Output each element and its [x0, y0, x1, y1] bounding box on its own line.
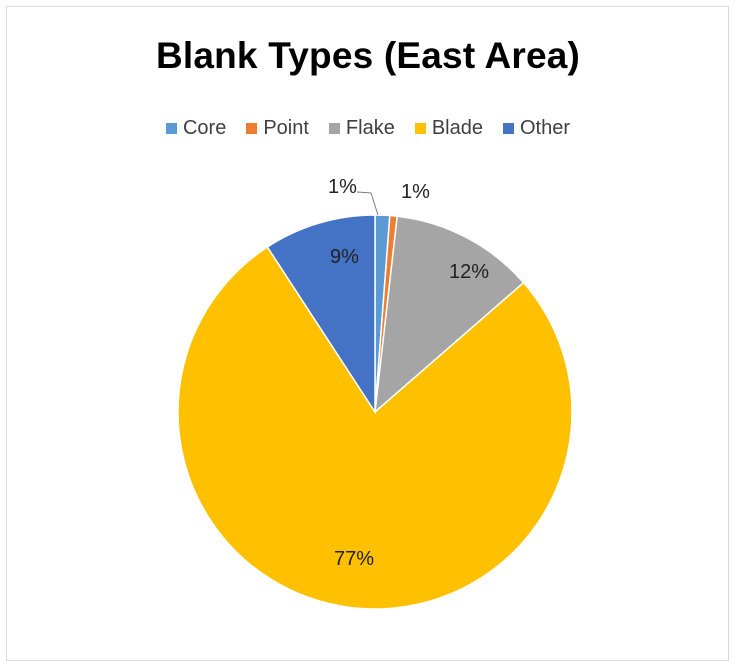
data-label-blade: 77% — [334, 548, 374, 570]
data-label-other: 9% — [330, 246, 359, 268]
legend-item-core: Core — [165, 117, 227, 140]
chart-title: Blank Types (East Area) — [155, 35, 581, 76]
legend-swatch-core — [165, 123, 177, 134]
pie-slice-other — [266, 214, 376, 415]
legend-label-core: Core — [182, 117, 227, 139]
legend-item-flake: Flake — [328, 117, 395, 140]
legend-item-blade: Blade — [414, 117, 483, 140]
pie-slice-blade — [177, 245, 573, 610]
data-label-point: 1% — [401, 181, 430, 203]
legend-swatch-flake — [328, 123, 340, 134]
legend-item-other: Other — [502, 117, 571, 140]
legend-item-point: Point — [246, 117, 309, 140]
legend-swatch-other — [502, 123, 514, 134]
data-label-flake: 12% — [449, 261, 489, 283]
data-label-core: 1% — [328, 176, 357, 198]
legend-swatch-point — [246, 123, 258, 134]
legend-label-flake: Flake — [345, 117, 395, 139]
chart-legend: Core Point Flake Blade Other — [0, 117, 736, 140]
legend-swatch-blade — [414, 123, 426, 134]
legend-label-blade: Blade — [431, 117, 483, 139]
legend-label-other: Other — [519, 117, 571, 139]
pie-slice-flake — [374, 215, 525, 414]
leader-line-core — [356, 191, 379, 216]
legend-label-point: Point — [263, 117, 309, 139]
